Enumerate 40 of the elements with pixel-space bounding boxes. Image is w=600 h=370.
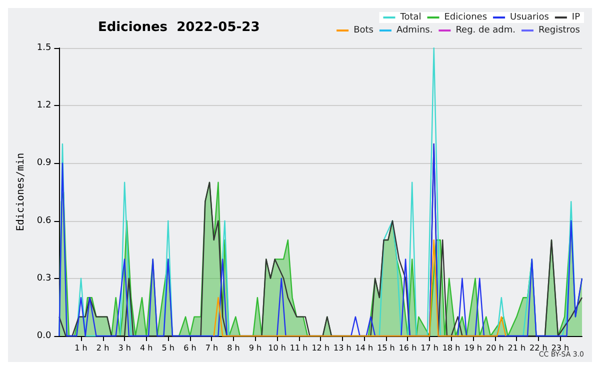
x-tick-label: 13 h [333, 344, 352, 352]
y-tick-label: 0.0 [36, 331, 52, 341]
legend-label: Admins. [396, 26, 433, 36]
legend-label: Ediciones [444, 12, 488, 22]
x-tick-label: 19 h [464, 344, 482, 352]
y-tick-label: 0.3 [36, 273, 52, 284]
x-tick-label: 4 h [140, 344, 153, 352]
x-tick-label: 22 h [530, 344, 548, 352]
x-tick-label: 17 h [420, 344, 438, 352]
line-series [213, 239, 506, 337]
x-tick-label: 21 h [508, 344, 526, 352]
x-tick-label: 11 h [290, 344, 308, 352]
legend-label: Usuarios [510, 12, 550, 22]
x-tick-label: 2 h [96, 344, 110, 352]
legend-label: Total [399, 12, 422, 22]
x-tick-label: 7 h [205, 344, 218, 352]
y-tick-label: 1.5 [36, 43, 52, 53]
x-tick-label: 20 h [486, 344, 504, 352]
y-tick-label: 0.6 [36, 216, 52, 226]
chart-title: Ediciones 2022-05-23 [98, 20, 260, 35]
x-tick-label: 5 h [162, 344, 174, 352]
legend-label: IP [572, 12, 581, 22]
legend-label: Reg. de adm. [456, 26, 516, 36]
y-axis-title: Ediciones/min [16, 152, 26, 232]
x-tick-label: 10 h [268, 344, 286, 352]
x-tick-label: 6 h [184, 344, 196, 352]
x-tick-label: 9 h [248, 344, 262, 352]
x-tick-label: 15 h [377, 344, 395, 352]
x-tick-label: 18 h [442, 344, 460, 352]
y-tick-label: 0.9 [36, 158, 52, 168]
x-tick-label: 12 h [312, 344, 330, 352]
x-tick-label: 1 h [74, 344, 88, 352]
legend-label: Registros [538, 26, 580, 36]
x-tick-label: 3 h [118, 344, 131, 352]
x-tick-label: 14 h [355, 344, 374, 352]
x-tick-label: 23 h [551, 344, 570, 352]
x-tick-label: 16 h [398, 344, 417, 352]
x-tick-label: 8 h [227, 344, 240, 352]
y-tick-label: 1.2 [36, 100, 52, 111]
legend-label: Bots [354, 26, 374, 36]
